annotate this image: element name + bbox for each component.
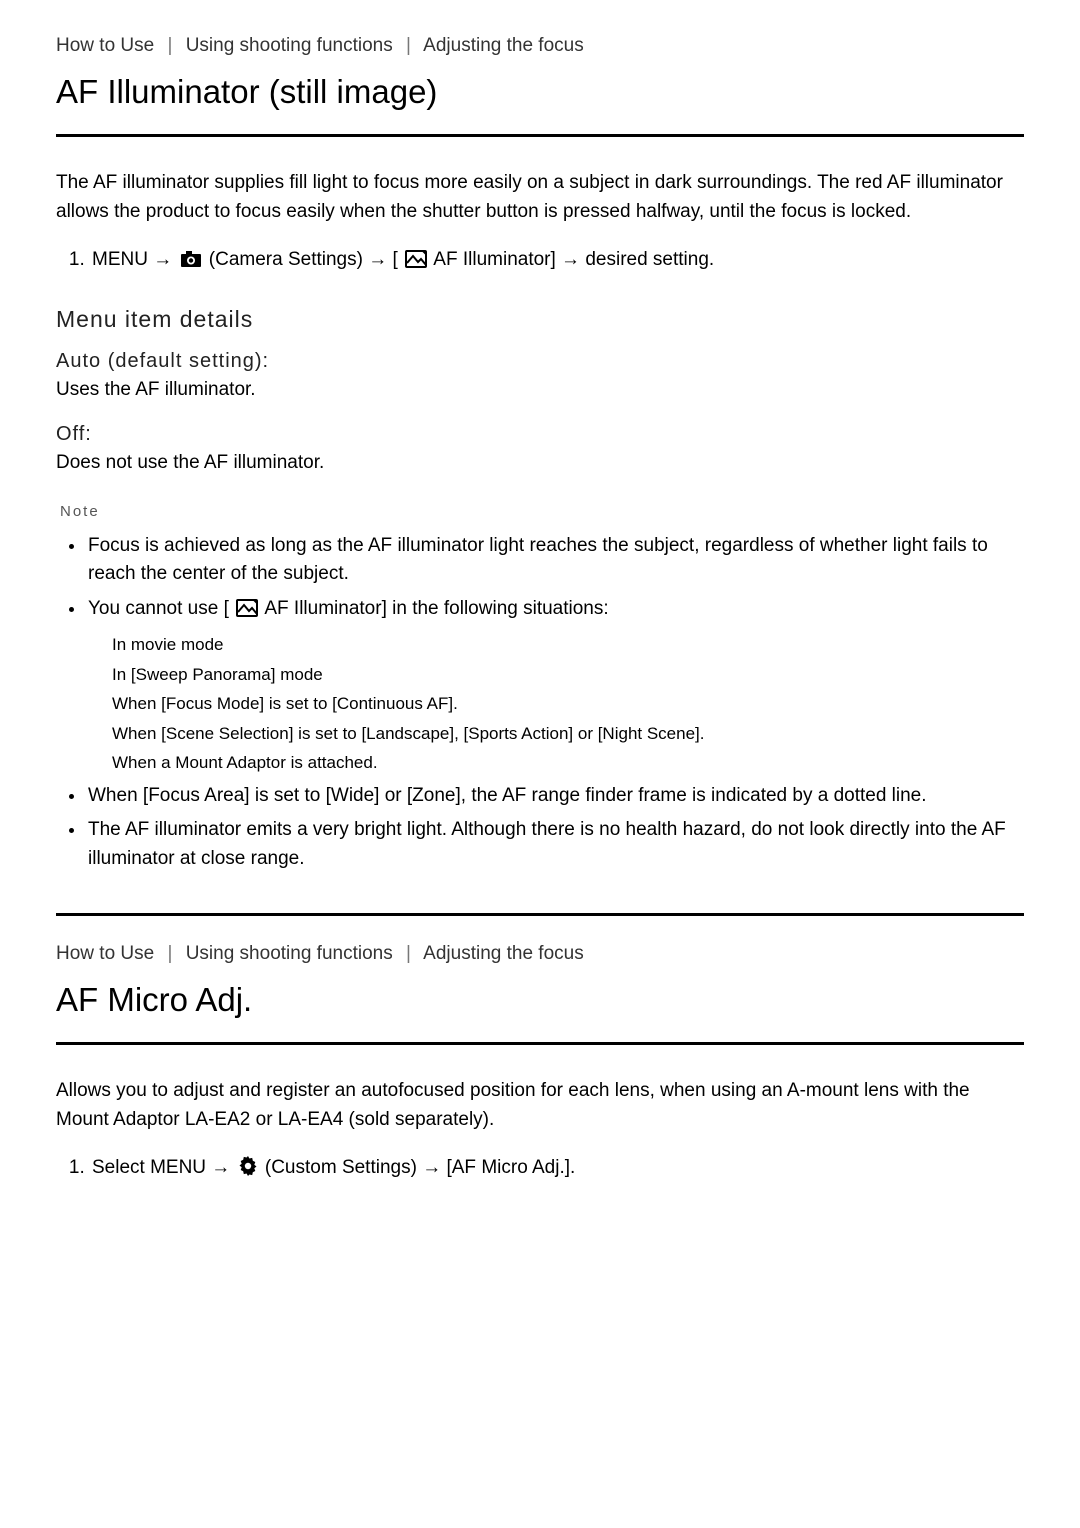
option-name-auto: Auto (default setting):: [56, 346, 1024, 376]
custom-settings-icon: [238, 1156, 258, 1186]
note-item: Focus is achieved as long as the AF illu…: [86, 532, 1024, 589]
page-title: AF Micro Adj.: [56, 975, 1024, 1025]
note-item: When [Focus Area] is set to [Wide] or [Z…: [86, 782, 1024, 811]
note-text: You cannot use [: [88, 598, 234, 619]
divider: [56, 913, 1024, 916]
option-desc-off: Does not use the AF illuminator.: [56, 449, 1024, 478]
note-item: You cannot use [ AF Illuminator] in the …: [86, 595, 1024, 776]
step-text: (Camera Settings) → [: [209, 249, 403, 270]
divider: [56, 1042, 1024, 1045]
note-heading: Note: [60, 501, 1024, 524]
option-desc-auto: Uses the AF illuminator.: [56, 376, 1024, 405]
breadcrumb-item[interactable]: Using shooting functions: [186, 943, 393, 964]
breadcrumb-separator: |: [167, 943, 172, 964]
note-subitem: When [Focus Mode] is set to [Continuous …: [112, 691, 1024, 717]
note-subitem: In movie mode: [112, 632, 1024, 658]
menu-item-details-heading: Menu item details: [56, 302, 1024, 337]
breadcrumb: How to Use | Using shooting functions | …: [56, 940, 1024, 969]
still-image-icon: [236, 598, 258, 627]
breadcrumb-separator: |: [167, 35, 172, 56]
step-item: MENU → (Camera Settings) → [ AF Illumina…: [90, 246, 1024, 278]
breadcrumb: How to Use | Using shooting functions | …: [56, 32, 1024, 61]
note-sublist: In movie mode In [Sweep Panorama] mode W…: [88, 632, 1024, 776]
note-subitem: When [Scene Selection] is set to [Landsc…: [112, 721, 1024, 747]
help-page: How to Use | Using shooting functions | …: [0, 0, 1080, 1250]
notes-list: Focus is achieved as long as the AF illu…: [56, 532, 1024, 874]
camera-settings-icon: [180, 249, 202, 278]
breadcrumb-item[interactable]: Adjusting the focus: [423, 35, 584, 56]
breadcrumb-item[interactable]: Using shooting functions: [186, 35, 393, 56]
breadcrumb-separator: |: [406, 943, 411, 964]
steps-list: MENU → (Camera Settings) → [ AF Illumina…: [56, 246, 1024, 278]
breadcrumb-item[interactable]: How to Use: [56, 35, 154, 56]
step-item: Select MENU → (Custom Settings) → [AF Mi…: [90, 1154, 1024, 1186]
divider: [56, 134, 1024, 137]
breadcrumb-item[interactable]: How to Use: [56, 943, 154, 964]
breadcrumb-item[interactable]: Adjusting the focus: [423, 943, 584, 964]
step-text: AF Illuminator] → desired setting.: [433, 249, 714, 270]
breadcrumb-separator: |: [406, 35, 411, 56]
intro-paragraph: Allows you to adjust and register an aut…: [56, 1077, 1024, 1134]
intro-paragraph: The AF illuminator supplies fill light t…: [56, 169, 1024, 226]
option-name-off: Off:: [56, 419, 1024, 449]
step-text: Select MENU →: [92, 1157, 236, 1178]
note-subitem: When a Mount Adaptor is attached.: [112, 750, 1024, 776]
note-item: The AF illuminator emits a very bright l…: [86, 816, 1024, 873]
still-image-icon: [405, 249, 427, 278]
steps-list: Select MENU → (Custom Settings) → [AF Mi…: [56, 1154, 1024, 1186]
step-text: (Custom Settings) → [AF Micro Adj.].: [265, 1157, 575, 1178]
note-text: AF Illuminator] in the following situati…: [264, 598, 608, 619]
note-subitem: In [Sweep Panorama] mode: [112, 662, 1024, 688]
step-text: MENU →: [92, 249, 178, 270]
page-title: AF Illuminator (still image): [56, 67, 1024, 117]
